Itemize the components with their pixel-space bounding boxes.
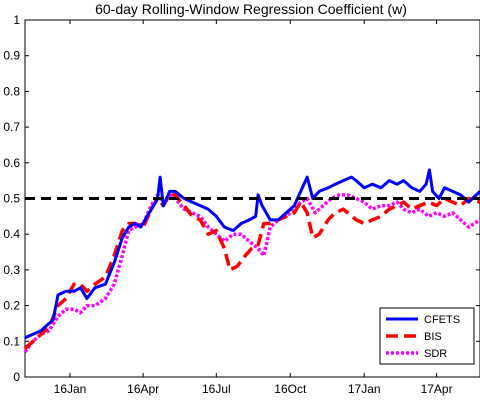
legend-label-bis: BIS [424, 331, 442, 343]
y-tick-label: 1 [13, 13, 20, 27]
y-tick-label: 0 [13, 370, 20, 384]
y-tick-label: 0.3 [3, 263, 20, 277]
y-tick-label: 0.8 [3, 84, 20, 98]
y-tick-label: 0.9 [3, 49, 20, 63]
x-tick-label: 16Oct [274, 382, 307, 396]
y-tick-label: 0.4 [3, 227, 20, 241]
y-tick-label: 0.2 [3, 299, 20, 313]
y-tick-label: 0.7 [3, 120, 20, 134]
legend: CFETS BIS SDR [379, 307, 475, 365]
legend-label-cfets: CFETS [424, 314, 460, 326]
x-tick-label: 16Apr [127, 382, 159, 396]
y-tick-label: 0.5 [3, 192, 20, 206]
y-axis: 0 0.1 0.2 0.3 0.4 0.5 0.6 0.7 0.8 0.9 1 [3, 13, 480, 384]
x-tick-label: 17Jan [348, 382, 381, 396]
series-line-cfets [24, 168, 480, 340]
x-tick-label: 16Jul [202, 382, 231, 396]
series-layer [23, 168, 480, 354]
y-tick-label: 0.6 [3, 156, 20, 170]
x-tick-label: 16Jan [54, 382, 87, 396]
chart-title: 60-day Rolling-Window Regression Coeffic… [95, 1, 407, 17]
x-tick-label: 17Apr [421, 382, 453, 396]
x-axis: 16Jan 16Apr 16Jul 16Oct 17Jan 17Apr [54, 20, 453, 396]
series-line-bis [23, 193, 480, 350]
series-line-sdr [23, 193, 480, 354]
legend-label-sdr: SDR [424, 348, 447, 360]
y-tick-label: 0.1 [3, 334, 20, 348]
